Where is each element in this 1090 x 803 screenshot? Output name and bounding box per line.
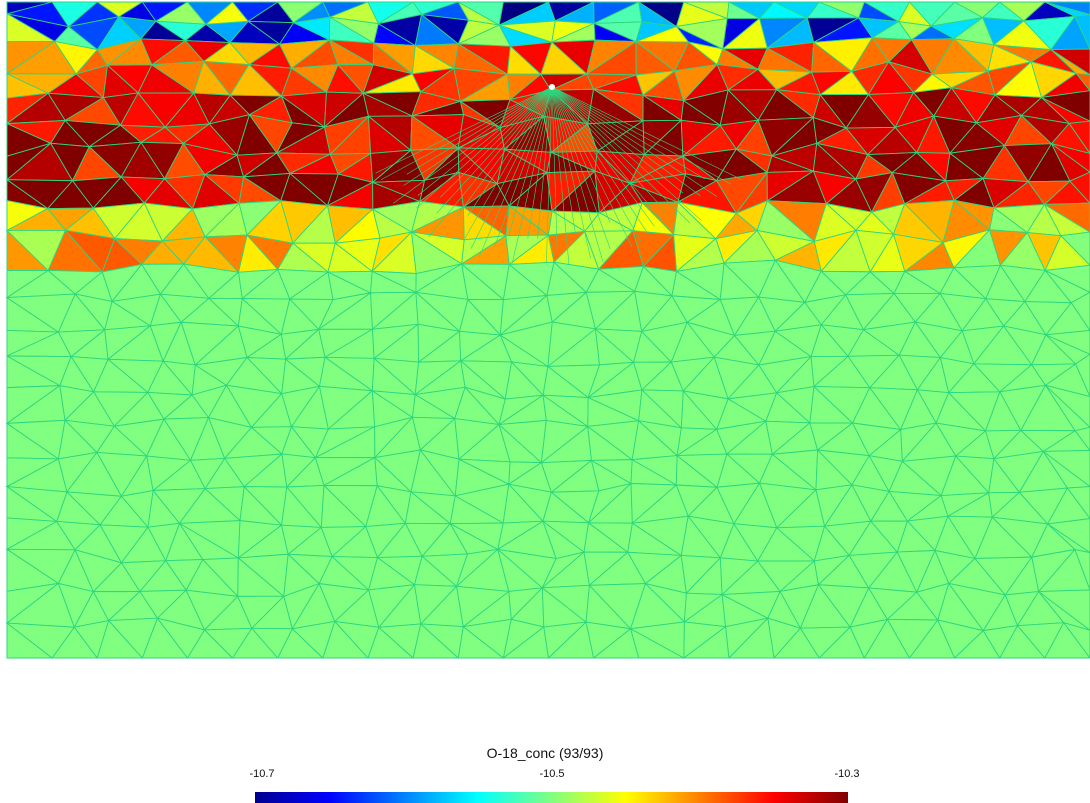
refined-mesh-line xyxy=(428,86,553,238)
refined-mesh-line xyxy=(551,86,604,262)
refined-mesh-line xyxy=(417,86,553,196)
refined-mesh-line xyxy=(467,86,553,216)
mesh-cell xyxy=(1043,384,1090,428)
refined-mesh-line xyxy=(551,86,702,221)
mesh-cell xyxy=(1046,518,1090,554)
mesh-cell xyxy=(1037,589,1090,631)
refined-mesh-line xyxy=(551,86,731,185)
refined-mesh-line xyxy=(537,86,553,239)
refined-mesh-line xyxy=(551,86,558,255)
mesh-cell xyxy=(1040,90,1090,122)
refined-mesh-line xyxy=(551,86,666,212)
mesh-cell xyxy=(1066,486,1090,520)
refined-mesh-line xyxy=(546,86,553,264)
mesh-cell xyxy=(1062,621,1090,659)
refined-mesh-line xyxy=(551,86,591,259)
refined-mesh-line xyxy=(464,86,553,239)
mesh-cell xyxy=(1074,426,1090,452)
refined-mesh-line xyxy=(403,86,553,186)
mesh-cell xyxy=(1075,72,1090,92)
colorbar xyxy=(255,792,848,803)
refined-mesh-line xyxy=(551,86,701,197)
refined-mesh-line xyxy=(527,86,553,239)
mesh-cell xyxy=(1074,14,1090,50)
mesh-cell xyxy=(1049,48,1090,76)
legend-tick-mid: -10.5 xyxy=(539,768,565,780)
refined-mesh-line xyxy=(551,86,670,231)
legend-tick-max: -10.3 xyxy=(834,768,860,780)
refined-mesh-line xyxy=(439,86,553,198)
refined-mesh-line xyxy=(470,86,553,249)
refined-mesh-line xyxy=(551,86,576,233)
refined-mesh-line xyxy=(436,86,553,214)
mesh-cell xyxy=(1075,353,1090,397)
refined-mesh-line xyxy=(551,86,684,194)
refined-mesh-line xyxy=(511,86,553,264)
mesh-cell xyxy=(1074,548,1090,591)
refined-mesh-line xyxy=(508,86,553,237)
mesh-cell xyxy=(1070,291,1090,332)
mesh-cells xyxy=(5,0,1090,660)
mesh-cell xyxy=(1043,264,1090,293)
legend-title: O-18_conc (93/93) xyxy=(486,745,604,761)
mesh-cell xyxy=(1044,329,1090,355)
mesh-cell xyxy=(1043,202,1090,233)
mesh-cell xyxy=(1059,231,1090,266)
refined-mesh-line xyxy=(406,86,553,175)
refined-mesh-line xyxy=(456,86,553,217)
refined-mesh-line xyxy=(551,86,742,180)
refined-mesh-line xyxy=(551,86,633,247)
refined-mesh-line xyxy=(551,86,717,197)
refined-mesh-line xyxy=(551,86,641,242)
refined-mesh-line xyxy=(551,86,691,224)
mesh-cell xyxy=(1044,1,1090,15)
refined-mesh-line xyxy=(551,86,647,232)
well-marker xyxy=(549,84,555,90)
mesh-cell xyxy=(1069,171,1090,204)
refined-mesh-line xyxy=(551,86,655,227)
refined-mesh-line xyxy=(551,86,705,180)
mesh-cell xyxy=(1051,143,1090,173)
mesh-cell xyxy=(1068,120,1090,155)
refined-mesh-line xyxy=(494,86,553,247)
refined-mesh-line xyxy=(551,86,611,250)
refined-mesh-line xyxy=(551,86,570,266)
refined-mesh-line xyxy=(380,86,553,181)
refined-mesh-line xyxy=(416,86,553,209)
refined-mesh-line xyxy=(478,86,553,258)
refined-mesh-line xyxy=(393,86,553,204)
refined-mesh-line xyxy=(551,86,611,223)
refined-mesh-line xyxy=(375,86,553,174)
legend-tick-min: -10.7 xyxy=(249,768,275,780)
mesh-cell xyxy=(1042,450,1090,488)
